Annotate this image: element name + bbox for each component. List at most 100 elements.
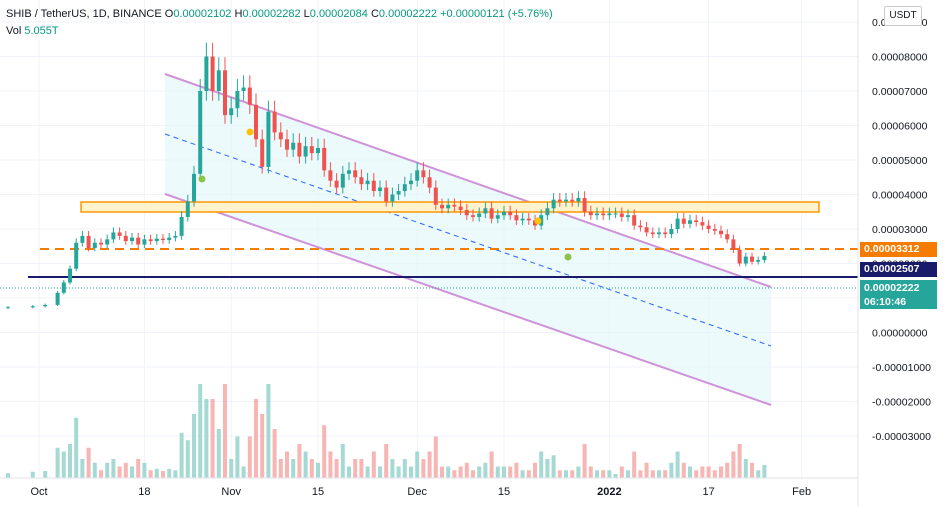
candle-body[interactable] bbox=[657, 232, 661, 235]
candle-body[interactable] bbox=[266, 111, 271, 167]
candle-body[interactable] bbox=[347, 170, 351, 174]
currency-button[interactable]: USDT bbox=[884, 6, 922, 26]
candle-body[interactable] bbox=[446, 204, 451, 209]
candle-body[interactable] bbox=[619, 213, 624, 217]
candle-body[interactable] bbox=[607, 213, 612, 216]
candle-body[interactable] bbox=[452, 204, 457, 207]
symbol-label[interactable]: SHIB / TetherUS, 1D, BINANCE bbox=[6, 8, 162, 20]
candle-body[interactable] bbox=[545, 208, 550, 216]
candle-body[interactable] bbox=[502, 211, 506, 216]
candle-body[interactable] bbox=[117, 232, 122, 236]
candle-body[interactable] bbox=[254, 104, 258, 140]
candle-body[interactable] bbox=[570, 199, 575, 202]
candle-body[interactable] bbox=[272, 111, 277, 133]
candle-body[interactable] bbox=[216, 70, 221, 91]
candle-body[interactable] bbox=[80, 235, 85, 243]
candle-body[interactable] bbox=[334, 180, 339, 188]
candle-body[interactable] bbox=[130, 237, 134, 242]
candle-body[interactable] bbox=[495, 215, 500, 219]
candle-body[interactable] bbox=[210, 56, 215, 92]
candle-body[interactable] bbox=[6, 307, 10, 309]
candle-body[interactable] bbox=[725, 234, 730, 240]
candle-body[interactable] bbox=[564, 199, 568, 202]
candle-body[interactable] bbox=[650, 232, 655, 235]
candle-body[interactable] bbox=[241, 87, 246, 91]
candle-body[interactable] bbox=[148, 239, 153, 242]
candle-body[interactable] bbox=[161, 238, 165, 241]
candle-body[interactable] bbox=[471, 215, 475, 217]
candle-body[interactable] bbox=[719, 230, 723, 235]
candle-body[interactable] bbox=[601, 213, 606, 216]
candle-body[interactable] bbox=[247, 87, 252, 105]
candle-body[interactable] bbox=[316, 147, 320, 154]
candle-body[interactable] bbox=[68, 268, 72, 283]
candle-body[interactable] bbox=[396, 191, 401, 195]
candle-body[interactable] bbox=[663, 232, 668, 235]
candle-body[interactable] bbox=[192, 173, 196, 202]
candle-body[interactable] bbox=[477, 213, 482, 217]
candle-body[interactable] bbox=[235, 91, 240, 109]
candle-body[interactable] bbox=[669, 229, 674, 235]
candle-body[interactable] bbox=[557, 199, 562, 202]
candle-body[interactable] bbox=[303, 146, 308, 157]
candle-body[interactable] bbox=[223, 70, 227, 116]
candle-body[interactable] bbox=[464, 210, 469, 216]
candle-body[interactable] bbox=[328, 170, 333, 181]
candle-body[interactable] bbox=[526, 218, 531, 221]
channel-lower-line[interactable] bbox=[164, 193, 772, 406]
candle-body[interactable] bbox=[123, 235, 128, 242]
candle-body[interactable] bbox=[514, 215, 519, 221]
candle-body[interactable] bbox=[61, 282, 66, 293]
candle-body[interactable] bbox=[111, 232, 116, 240]
candle-body[interactable] bbox=[309, 146, 314, 154]
channel-upper-line[interactable] bbox=[164, 73, 772, 288]
candle-body[interactable] bbox=[644, 227, 649, 233]
candle-body[interactable] bbox=[421, 170, 426, 178]
candle-body[interactable] bbox=[750, 256, 754, 262]
candle-body[interactable] bbox=[136, 237, 141, 245]
channel-midline[interactable] bbox=[164, 133, 772, 347]
candle-body[interactable] bbox=[508, 211, 513, 216]
candle-body[interactable] bbox=[427, 177, 432, 188]
candle-body[interactable] bbox=[551, 199, 556, 209]
candle-body[interactable] bbox=[179, 216, 184, 236]
candle-body[interactable] bbox=[229, 108, 234, 116]
candle-body[interactable] bbox=[365, 180, 370, 185]
candle-body[interactable] bbox=[285, 139, 289, 150]
candle-body[interactable] bbox=[378, 187, 382, 192]
candle-body[interactable] bbox=[409, 180, 413, 185]
candle-body[interactable] bbox=[626, 215, 630, 217]
candle-body[interactable] bbox=[390, 194, 395, 202]
candle-body[interactable] bbox=[384, 187, 389, 202]
candle-body[interactable] bbox=[458, 206, 463, 211]
candle-body[interactable] bbox=[322, 147, 327, 171]
candle-body[interactable] bbox=[489, 208, 494, 219]
candle-body[interactable] bbox=[167, 237, 172, 241]
candle-body[interactable] bbox=[440, 204, 444, 209]
candle-body[interactable] bbox=[260, 139, 265, 167]
candle-body[interactable] bbox=[92, 242, 97, 248]
candle-body[interactable] bbox=[173, 235, 178, 238]
candle-body[interactable] bbox=[43, 304, 48, 307]
candle-body[interactable] bbox=[74, 242, 79, 269]
candle-body[interactable] bbox=[743, 256, 748, 264]
candle-body[interactable] bbox=[278, 132, 283, 140]
candle-body[interactable] bbox=[712, 229, 717, 231]
candle-body[interactable] bbox=[681, 218, 686, 224]
candle-body[interactable] bbox=[340, 173, 345, 188]
candle-body[interactable] bbox=[613, 213, 618, 215]
candle-body[interactable] bbox=[756, 260, 761, 262]
candle-body[interactable] bbox=[198, 91, 203, 174]
candle-body[interactable] bbox=[588, 211, 593, 216]
candle-body[interactable] bbox=[185, 201, 190, 217]
candle-body[interactable] bbox=[371, 180, 376, 192]
candle-body[interactable] bbox=[700, 222, 705, 226]
candle-body[interactable] bbox=[105, 239, 110, 245]
candle-body[interactable] bbox=[533, 220, 537, 226]
candle-body[interactable] bbox=[359, 177, 364, 185]
candle-body[interactable] bbox=[576, 197, 581, 202]
candle-body[interactable] bbox=[595, 213, 599, 216]
candle-body[interactable] bbox=[675, 218, 680, 229]
candle-body[interactable] bbox=[30, 306, 35, 308]
